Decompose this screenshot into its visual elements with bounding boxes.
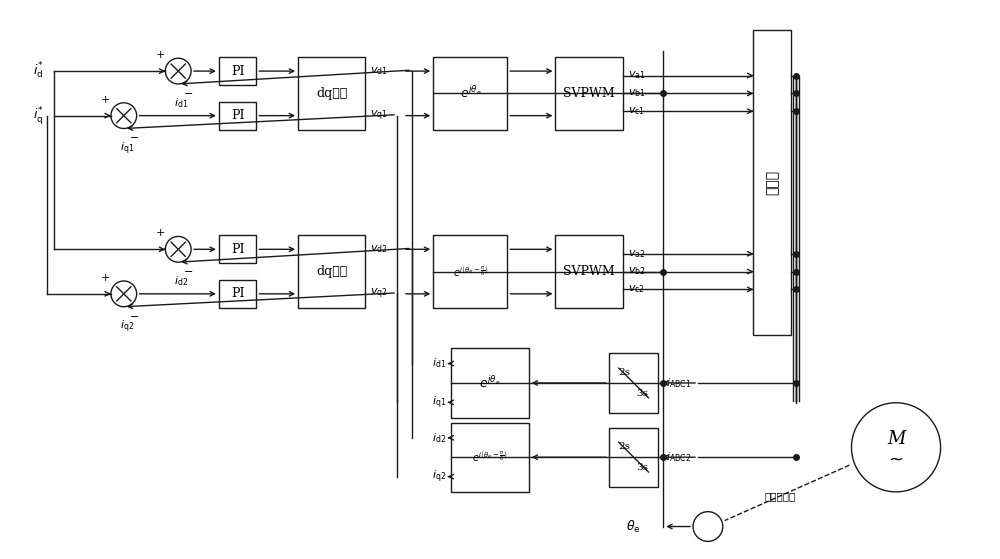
Text: $v_{\rm q2}$: $v_{\rm q2}$ [370,287,388,301]
Bar [555,57,623,130]
Text: 2s: 2s [619,442,631,451]
Text: $v_{\rm c2}$: $v_{\rm c2}$ [628,283,645,295]
Text: $i_{\rm d1}$: $i_{\rm d1}$ [174,96,188,110]
Text: $i_{\rm d}^{*}$: $i_{\rm d}^{*}$ [33,61,43,81]
Text: $e^{j\left(\theta_{e}-\frac{\pi}{6}\right)}$: $e^{j\left(\theta_{e}-\frac{\pi}{6}\righ… [472,450,508,465]
Text: $e^{j\left(\theta_{e}-\frac{\pi}{6}\right)}$: $e^{j\left(\theta_{e}-\frac{\pi}{6}\righ… [453,264,488,279]
Text: +: + [101,95,111,105]
Bar [433,235,507,307]
Text: $i_{\rm q1}$: $i_{\rm q1}$ [432,394,447,410]
Text: $v_{\rm d1}$: $v_{\rm d1}$ [370,65,388,77]
Text: $v_{\rm d2}$: $v_{\rm d2}$ [370,243,388,255]
Text: $-$: $-$ [183,265,193,275]
Text: $v_{\rm b2}$: $v_{\rm b2}$ [628,266,645,277]
Text: $-$: $-$ [129,131,139,141]
Text: $i_{\rm d2}$: $i_{\rm d2}$ [174,274,188,288]
Text: $v_{\rm a2}$: $v_{\rm a2}$ [628,248,645,260]
Text: 2s: 2s [619,368,631,377]
Bar [451,348,529,418]
Text: $-$: $-$ [129,310,139,320]
Text: $e^{j\theta_{e}}$: $e^{j\theta_{e}}$ [479,375,501,391]
Text: 逆变器: 逆变器 [765,170,779,195]
Text: $e^{j\theta_{e}}$: $e^{j\theta_{e}}$ [460,86,481,101]
Text: M: M [887,430,905,448]
Text: $i_{\rm q}^{*}$: $i_{\rm q}^{*}$ [33,105,43,127]
Text: $i_{\rm d2}$: $i_{\rm d2}$ [432,431,447,445]
Bar [219,102,256,130]
Bar [753,30,791,335]
Text: PI: PI [231,243,244,256]
Text: +: + [101,273,111,283]
Text: 3s: 3s [637,463,649,472]
Text: PI: PI [231,109,244,122]
Text: $i_{\rm q2}$: $i_{\rm q2}$ [432,468,447,485]
Bar [555,235,623,307]
Text: dq解耦: dq解耦 [316,265,347,278]
Bar [609,353,658,413]
Text: $v_{\rm a1}$: $v_{\rm a1}$ [628,70,645,82]
Bar [451,423,529,492]
Bar [219,280,256,307]
Text: dq解耦: dq解耦 [316,87,347,100]
Text: $i_{\rm ABC2}$: $i_{\rm ABC2}$ [666,451,692,464]
Text: ~: ~ [889,450,904,468]
Bar [298,57,365,130]
Text: PI: PI [231,287,244,300]
Text: $v_{\rm b1}$: $v_{\rm b1}$ [628,87,645,100]
Text: +: + [156,50,165,60]
Text: $v_{\rm q1}$: $v_{\rm q1}$ [370,108,388,123]
Bar [298,235,365,307]
Text: +: + [156,229,165,239]
Text: 3s: 3s [637,389,649,398]
Text: $i_{\rm ABC1}$: $i_{\rm ABC1}$ [666,376,692,390]
Text: $i_{\rm d1}$: $i_{\rm d1}$ [432,357,447,371]
Bar [219,235,256,263]
Text: $v_{\rm c1}$: $v_{\rm c1}$ [628,105,645,117]
Text: $i_{\rm q1}$: $i_{\rm q1}$ [120,140,134,157]
Bar [433,57,507,130]
Text: SVPWM: SVPWM [563,87,615,100]
Bar [609,428,658,487]
Text: SVPWM: SVPWM [563,265,615,278]
Text: PI: PI [231,65,244,78]
Bar [219,57,256,85]
Text: 位置传感器: 位置传感器 [764,492,795,501]
Text: $\theta_{\rm e}$: $\theta_{\rm e}$ [626,518,641,534]
Text: $i_{\rm q2}$: $i_{\rm q2}$ [120,319,134,335]
Text: $-$: $-$ [183,87,193,97]
